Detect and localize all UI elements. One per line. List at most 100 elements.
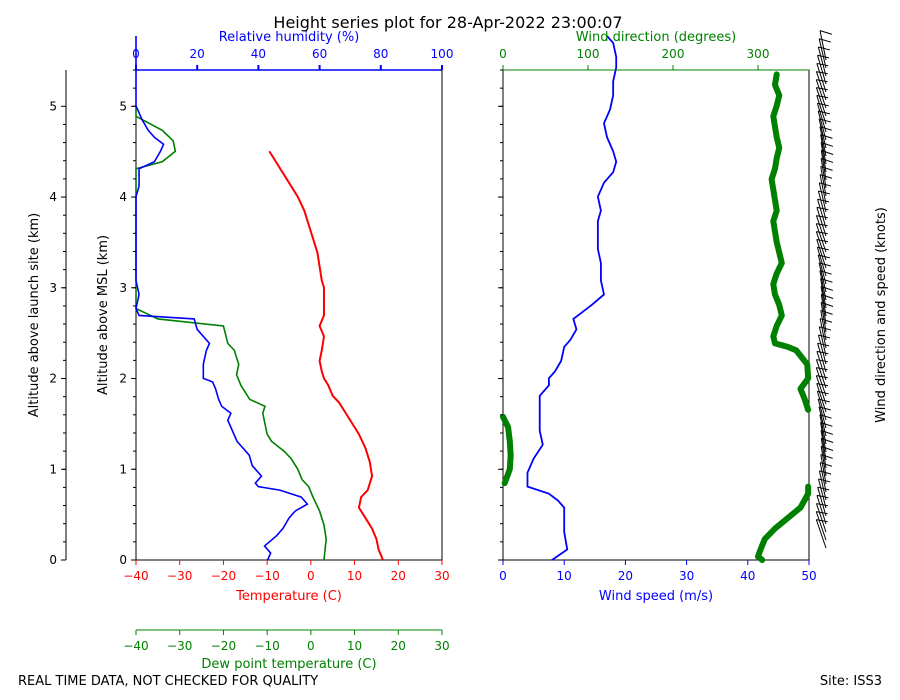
- rh-tick-label: 0: [132, 47, 140, 61]
- wind-barb: [815, 215, 827, 245]
- relative-humidity-line: [135, 35, 309, 561]
- wind-barbs: [815, 30, 834, 549]
- wind-barb: [820, 310, 827, 341]
- wind-barb: [818, 118, 827, 149]
- wind-barb: [819, 270, 827, 301]
- wind-barb-flag: [819, 126, 832, 131]
- wind-barb: [816, 103, 827, 133]
- wind-barb: [817, 190, 827, 221]
- dewpoint-tick-label: −10: [254, 639, 279, 653]
- wind-speed-line: [526, 35, 618, 561]
- wind-barb: [818, 38, 827, 69]
- wind-barb: [820, 454, 827, 485]
- wind-barb: [815, 503, 827, 533]
- dewpoint-line: [135, 105, 327, 561]
- wind-barb: [815, 375, 827, 405]
- msl-altitude-tick-label: 3: [119, 281, 127, 295]
- dewpoint-tick-label: −30: [167, 639, 192, 653]
- wind-barb-flag: [816, 359, 828, 363]
- launch-altitude-tick-label: 1: [49, 462, 57, 476]
- temperature-tick-label: 30: [434, 569, 449, 583]
- wind-barb: [819, 318, 827, 349]
- wind-direction-tick-label: 200: [662, 47, 685, 61]
- wind-barb: [816, 239, 827, 269]
- wind-barb: [815, 87, 827, 117]
- dewpoint-tick-label: −40: [123, 639, 148, 653]
- rh-tick-label: 40: [251, 47, 266, 61]
- wind-barb: [815, 231, 827, 261]
- temperature-tick-label: −30: [167, 569, 192, 583]
- wind-barb: [816, 351, 827, 381]
- wind-barb: [818, 326, 827, 357]
- wind-direction-line: [500, 413, 514, 487]
- wind-barb: [820, 446, 827, 477]
- wind-barb: [817, 334, 827, 365]
- wind-barb: [815, 71, 827, 101]
- wind-speed-tick-label: 50: [801, 569, 816, 583]
- temperature-tick-label: −10: [254, 569, 279, 583]
- wind-direction-tick-label: 100: [577, 47, 600, 61]
- launch-altitude-axis-label: Altitude above launch site (km): [27, 213, 42, 417]
- wind-barb: [820, 438, 827, 469]
- wind-speed-tick-label: 0: [499, 569, 507, 583]
- msl-altitude-tick-label: 0: [119, 553, 127, 567]
- wind-speed-axis-label: Wind speed (m/s): [599, 589, 713, 604]
- wind-direction-tick-label: 300: [747, 47, 770, 61]
- wind-barb: [816, 247, 827, 277]
- wind-barb: [819, 414, 827, 445]
- wind-barb: [815, 223, 827, 253]
- launch-altitude-tick-label: 2: [49, 372, 57, 386]
- wind-barb-flag: [819, 38, 832, 43]
- wind-barb: [820, 150, 827, 181]
- rh-tick-label: 60: [312, 47, 327, 61]
- wind-ticks: 0 10 20 30 40 50 0 100 200 300: [498, 47, 817, 583]
- wind-barb-flag: [816, 71, 828, 75]
- wind-speed-tick-label: 40: [740, 569, 755, 583]
- wind-barb: [819, 30, 827, 61]
- dewpoint-tick-label: 10: [347, 639, 362, 653]
- thermo-panel: −40 −30 −20 −10 0 10 20 30−40 −30 −20 −10 0 10 20 300 2…: [27, 30, 453, 672]
- wind-barb: [817, 55, 827, 85]
- quality-disclaimer: REAL TIME DATA, NOT CHECKED FOR QUALITY: [18, 674, 319, 689]
- wind-barb: [819, 126, 827, 157]
- wind-direction-line: [768, 71, 812, 413]
- wind-barb: [816, 495, 827, 525]
- msl-altitude-axis-label: Altitude above MSL (km): [96, 235, 111, 395]
- wind-speed-tick-label: 10: [557, 569, 572, 583]
- wind-barb: [819, 462, 827, 493]
- temperature-tick-label: 10: [347, 569, 362, 583]
- wind-barb: [816, 383, 827, 413]
- wind-panel: 0 10 20 30 40 50 0 100 200 300 Wind speed (m/s) W…: [498, 30, 889, 604]
- wind-barb: [820, 422, 827, 453]
- wind-barb: [818, 406, 827, 437]
- rh-axis-label: Relative humidity (%): [219, 30, 360, 45]
- wind-barb-flag: [816, 503, 828, 507]
- thermo-ticks: −40 −30 −20 −10 0 10 20 30−40 −30 −20 −10 0 10 20 300 2…: [49, 47, 453, 653]
- wind-barb-flag: [819, 30, 832, 35]
- temperature-tick-label: −40: [123, 569, 148, 583]
- rh-tick-label: 20: [190, 47, 205, 61]
- wind-barb: [820, 430, 827, 461]
- wind-barb: [817, 398, 827, 429]
- wind-barb: [820, 166, 827, 197]
- wind-barb: [815, 519, 827, 549]
- wind-barb: [817, 254, 827, 285]
- wind-barb: [819, 174, 827, 205]
- dewpoint-axis-label: Dew point temperature (C): [201, 657, 376, 672]
- thermo-series-lines: [135, 35, 384, 561]
- msl-altitude-tick-label: 5: [119, 99, 127, 113]
- wind-barb: [817, 343, 827, 373]
- launch-altitude-tick-label: 0: [49, 553, 57, 567]
- wind-barb: [820, 158, 827, 189]
- wind-barb: [818, 262, 827, 293]
- dewpoint-tick-label: −20: [211, 639, 236, 653]
- dewpoint-tick-label: 0: [307, 639, 315, 653]
- thermo-axes-frame: [135, 69, 443, 561]
- wind-barb-axis-label: Wind direction and speed (knots): [874, 207, 889, 423]
- wind-barb: [820, 286, 827, 317]
- temperature-line: [268, 150, 384, 561]
- wind-barb: [818, 182, 827, 213]
- wind-speed-tick-label: 30: [679, 569, 694, 583]
- dewpoint-tick-label: 30: [434, 639, 449, 653]
